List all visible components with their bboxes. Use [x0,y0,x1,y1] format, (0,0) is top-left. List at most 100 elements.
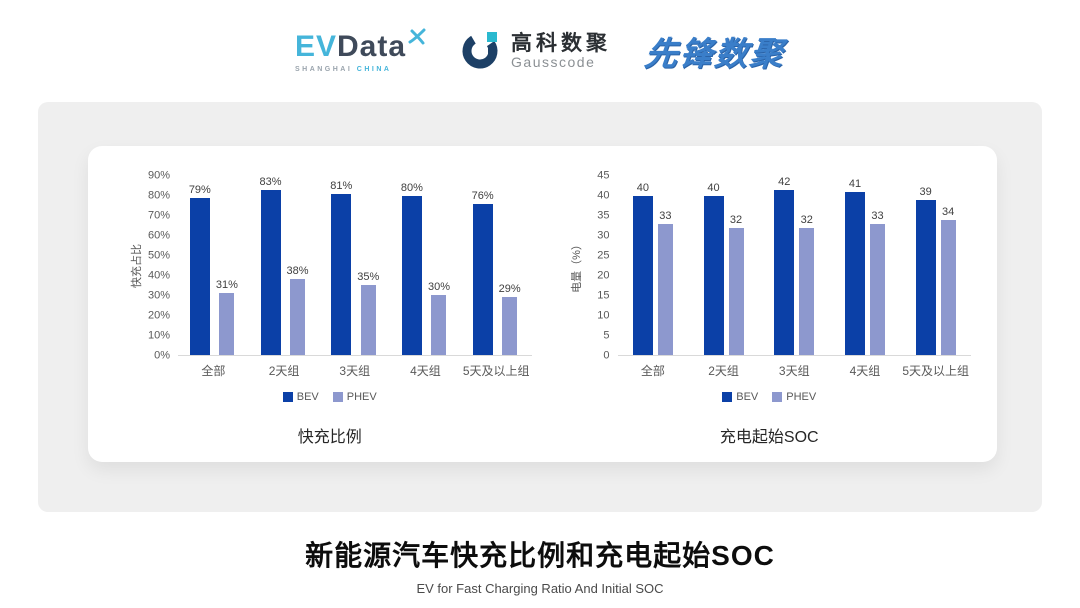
gausscode-g-icon [460,28,502,75]
bev-bar [844,191,865,355]
phev-bar-wrap: 38% [287,176,309,355]
phev-bar [728,227,744,355]
phev-bar [799,227,815,355]
phev-bar [290,279,306,355]
y-tick: 10 [597,309,610,322]
bar-value-label: 76% [471,189,494,202]
chart-caption: 充电起始SOC [719,429,819,446]
evdata-subtext: SHANGHAI CHINA [295,66,391,73]
chart-caption: 快充比例 [297,429,362,446]
header-logos: EV Data SHANGHAI CHINA 高科数聚 Gausscode [0,0,1080,96]
phev-bar-wrap: 31% [216,176,238,355]
legend-label: BEV [296,391,319,403]
category-label: 4天组 [410,364,441,378]
bar-value-label: 41 [848,177,862,190]
category-row: 全部 2天组 3天组 4天组 5天及以上组 [618,362,972,379]
bar-value-label: 29% [498,283,521,296]
legend-swatch [332,392,343,402]
category-row: 全部 2天组 3天组 4天组 5天及以上组 [178,362,532,379]
y-tick: 20% [147,309,170,322]
plot-column: 79% 31% 83% 38% 81% 35% 80% 30% 76% 29% 全部 2天组 3天组 4… [178,176,532,379]
charts-card: 快充占比 0% 10% 20% 30% 40% 50% 60% 70% 80% 90% 79% 31… [88,146,997,462]
plot-area: 79% 31% 83% 38% 81% 35% 80% 30% 76% 29% [178,176,532,356]
y-tick: 50% [147,249,170,262]
category-label: 2天组 [268,364,300,378]
y-axis: 0% 10% 20% 30% 40% 50% 60% 70% 80% 90% [144,170,178,361]
bev-bar [189,197,210,355]
category-label: 5天及以上组 [462,364,530,378]
bev-bar-wrap: 39 [915,176,936,355]
y-axis-label: 快充占比 [131,244,143,288]
y-tick: 20 [597,269,610,282]
bar-group: 81% 35% [319,176,390,355]
bar-group: 40 32 [688,176,759,355]
y-tick: 45 [597,169,610,182]
phev-bar [869,223,885,355]
bev-bar-wrap: 40 [632,176,653,355]
gausscode-text: 高科数聚 Gausscode [511,32,611,70]
phev-bar [940,219,956,355]
y-tick: 40% [147,269,170,282]
bev-bar-wrap: 40 [703,176,724,355]
bar-value-label: 83% [259,176,282,188]
bar-group: 76% 29% [461,176,532,355]
bar-value-label: 32 [800,213,813,226]
bev-bar [915,199,936,355]
bar-value-label: 33 [871,209,884,222]
y-tick: 70% [147,209,170,222]
evdata-data-text: Data [337,29,407,63]
category-label: 2天组 [708,364,739,378]
y-tick: 0% [154,349,170,362]
plot-column: 40 33 40 32 42 32 41 33 39 34 全部 2天组 3天组 4天组 5天及以上组 [617,176,972,379]
bev-bar-wrap: 41 [844,176,865,355]
phev-bar [657,223,673,355]
evdata-wordmark: EV Data [294,27,427,64]
chart-initial-soc: 电量（%） 0 5 10 15 20 25 30 35 40 45 40 33 40 32 42 32 41 3… [568,169,972,448]
bar-value-label: 40 [636,181,649,194]
legend-item: PHEV [772,391,816,403]
bar-value-label: 39 [919,185,932,198]
phev-bar-wrap: 30% [428,176,450,355]
bar-value-label: 38% [286,265,309,278]
page-title: 新能源汽车快充比例和充电起始SOC [305,540,775,571]
y-tick: 0 [603,349,610,362]
evdata-logo: EV Data SHANGHAI CHINA [294,27,427,73]
y-tick: 30% [147,289,170,302]
gray-panel: 快充占比 0% 10% 20% 30% 40% 50% 60% 70% 80% 90% 79% 31… [38,102,1042,512]
y-tick: 35 [597,209,610,222]
y-axis-label: 电量（%） [570,239,583,293]
legend-swatch [772,392,783,402]
bar-value-label: 81% [330,179,353,192]
evdata-sparkle-icon [407,27,427,52]
bar-group: 42 32 [759,176,830,355]
bar-value-label: 30% [427,281,450,294]
evdata-china: CHINA [356,65,392,73]
bar-group: 39 34 [900,176,971,355]
plot-area: 40 33 40 32 42 32 41 33 39 34 [617,176,971,356]
category-label: 5天及以上组 [902,364,969,378]
legend-item: BEV [722,391,758,403]
bar-value-label: 40 [707,181,720,194]
bev-bar-wrap: 83% [260,176,282,355]
evdata-shanghai: SHANGHAI [294,65,353,73]
y-tick: 30 [597,229,610,242]
y-tick: 90% [147,169,170,182]
gausscode-cn: 高科数聚 [511,31,612,55]
phev-bar [219,293,235,355]
bar-value-label: 33 [659,209,672,222]
y-axis-label-wrap: 快充占比 [128,176,144,356]
legend-label: PHEV [346,391,377,403]
bev-bar [331,193,352,355]
bar-value-label: 42 [778,176,791,188]
bar-group: 80% 30% [390,176,461,355]
bev-bar [472,203,493,355]
phev-bar [502,297,518,355]
category-label: 全部 [201,364,226,378]
bev-bar [632,195,653,355]
phev-bar [360,285,376,355]
gausscode-en: Gausscode [511,53,596,70]
legend: BEV PHEV [128,391,532,403]
category-label: 3天组 [339,364,371,378]
bev-bar-wrap: 76% [472,176,494,355]
evdata-ev-text: EV [294,29,337,63]
